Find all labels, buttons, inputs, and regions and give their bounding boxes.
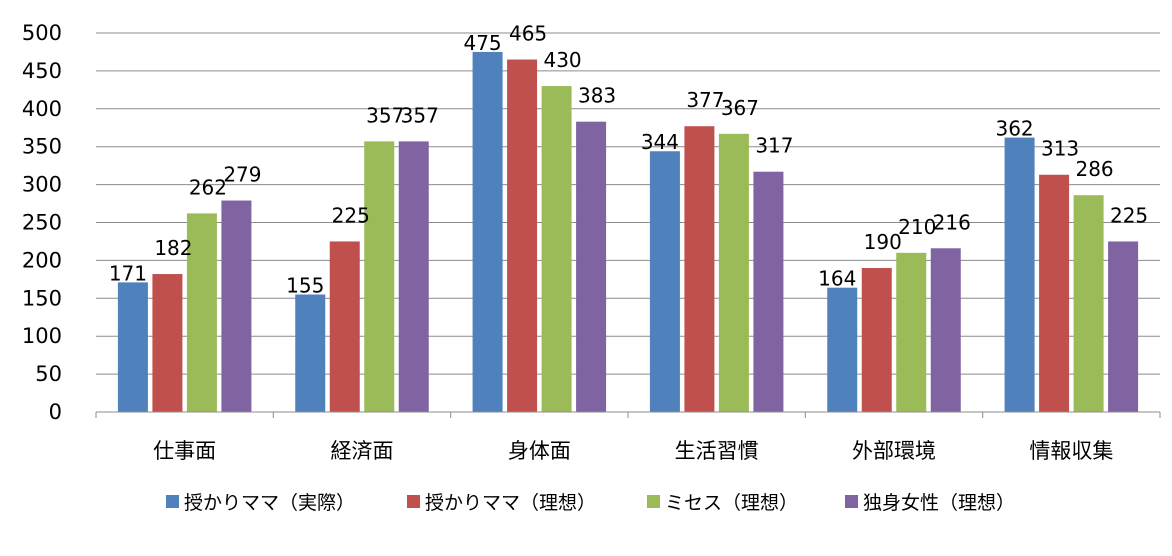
bar [186,213,217,412]
bar [827,287,858,412]
y-axis-tick-labels: 0 50 100 150 200 250 300 350 400 450 500 [22,21,62,424]
data-label: 182 [154,236,192,260]
bar [295,294,326,412]
legend-label: 独身女性（理想） [863,492,1015,514]
data-label: 210 [898,215,936,239]
data-label: 313 [1041,137,1079,161]
data-label: 286 [1075,157,1113,181]
legend-label: 授かりママ（理想） [425,492,596,514]
y-tick-label: 150 [22,286,62,310]
bar [117,282,148,412]
y-tick-label: 300 [22,173,62,197]
legend-label: 授かりママ（実際） [184,492,355,514]
legend-swatch [166,495,179,508]
bar [364,141,395,413]
data-label: 164 [818,267,856,291]
data-label: 377 [686,88,724,112]
legend-label: ミセス（理想） [665,492,798,514]
y-tick-label: 400 [22,97,62,121]
data-label: 357 [401,103,439,127]
bar [541,86,572,412]
y-tick-label: 450 [22,59,62,83]
bar [398,141,429,413]
data-label: 317 [755,134,793,158]
y-tick-label: 50 [35,362,62,386]
bar [1108,241,1139,412]
y-tick-label: 350 [22,135,62,159]
data-label: 190 [864,230,902,254]
data-label: 465 [509,22,547,46]
bar [472,51,503,412]
y-tick-label: 250 [22,211,62,235]
bar [576,121,607,412]
bar [507,59,538,412]
bar [649,151,680,413]
data-label: 475 [463,31,501,55]
category-label: 生活習慣 [675,439,759,463]
bar [1004,137,1035,412]
category-label: 外部環境 [852,439,936,463]
legend-swatch [647,495,660,508]
data-label: 344 [641,130,679,154]
y-tick-label: 500 [22,21,62,45]
bar [753,171,784,412]
data-label: 171 [109,261,147,285]
y-tick-label: 200 [22,248,62,272]
legend-swatch [845,495,858,508]
bar [718,133,749,412]
category-label: 仕事面 [153,439,216,463]
bar [861,267,892,412]
data-label: 430 [543,48,581,72]
data-label: 383 [578,84,616,108]
category-label: 情報収集 [1029,439,1113,463]
data-label: 155 [286,274,324,298]
data-label: 225 [332,203,370,227]
category-labels: 仕事面 経済面 身体面 生活習慣 外部環境 情報収集 [153,439,1113,463]
bar [329,241,360,412]
y-tick-label: 100 [22,324,62,348]
bar [152,274,183,412]
bar [896,252,927,412]
y-tick-label: 0 [49,400,62,424]
bar [684,126,715,412]
category-label: 身体面 [508,439,571,463]
data-label: 225 [1110,203,1148,227]
gridlines [96,32,1160,375]
category-label: 経済面 [331,439,394,463]
bar [1073,195,1104,412]
data-label: 367 [721,96,759,120]
legend-swatch [407,495,420,508]
bar [221,200,252,412]
bar [1039,174,1070,412]
x-axis [95,411,1161,418]
legend: 授かりママ（実際） 授かりママ（理想） ミセス（理想） 独身女性（理想） [166,492,1015,514]
bars [117,51,1139,413]
data-label: 279 [223,163,261,187]
data-label: 357 [366,103,404,127]
data-label: 362 [995,117,1033,141]
data-label: 262 [189,175,227,199]
data-label: 216 [933,210,971,234]
bar [930,248,961,412]
